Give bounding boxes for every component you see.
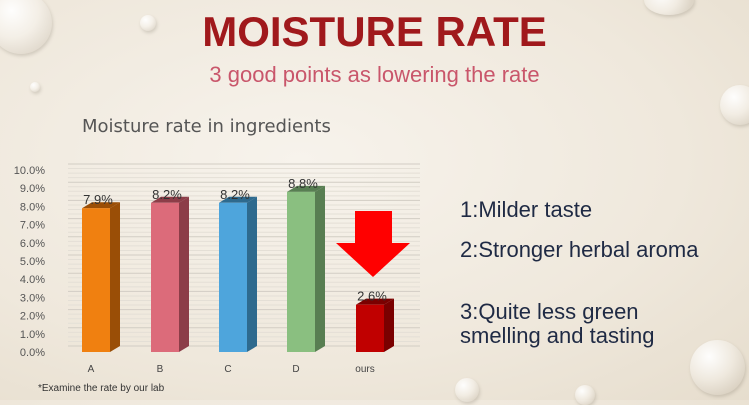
bar-side: [247, 196, 257, 352]
data-label: 7.9%: [83, 192, 113, 207]
y-tick-label: 6.0%: [20, 238, 45, 250]
down-arrow-icon: [336, 211, 410, 277]
y-tick-label: 10.0%: [14, 165, 45, 177]
bar-top: [151, 196, 189, 203]
y-tick-label: 3.0%: [20, 292, 45, 304]
bar-top: [287, 185, 325, 192]
water-droplet: [30, 82, 40, 92]
point-1: 1:Milder taste: [460, 197, 593, 222]
bar-side: [179, 196, 189, 352]
point-2: 2:Stronger herbal aroma: [460, 237, 699, 262]
y-tick-label: 7.0%: [20, 220, 45, 232]
data-label: 8.2%: [220, 187, 250, 202]
point-3: 3:Quite less green smelling and tasting: [460, 299, 655, 348]
y-tick-label: 4.0%: [20, 274, 45, 286]
bar-top: [356, 298, 394, 305]
bar: [219, 202, 247, 352]
category-label: A: [88, 364, 95, 375]
water-droplet: [690, 340, 745, 395]
footnote: *Examine the rate by our lab: [38, 383, 165, 394]
category-label: ours: [355, 364, 374, 375]
water-droplet: [644, 0, 694, 15]
category-label: C: [224, 364, 231, 375]
y-tick-label: 0.0%: [20, 347, 45, 359]
y-tick-label: 1.0%: [20, 329, 45, 341]
category-label: D: [292, 364, 299, 375]
bar: [82, 208, 110, 352]
bar-top: [82, 202, 120, 209]
water-droplet: [455, 378, 479, 402]
y-tick-label: 5.0%: [20, 256, 45, 268]
data-label: 2.6%: [357, 289, 387, 304]
water-droplet: [140, 15, 156, 31]
bar-side: [110, 202, 120, 352]
y-tick-label: 9.0%: [20, 183, 45, 195]
water-droplet: [720, 85, 749, 125]
data-label: 8.8%: [288, 176, 318, 191]
y-tick-label: 2.0%: [20, 311, 45, 323]
bar: [151, 202, 179, 352]
bar: [356, 304, 384, 352]
category-label: B: [157, 364, 164, 375]
bar-side: [315, 185, 325, 352]
chart-title: Moisture rate in ingredients: [82, 116, 331, 137]
bar-side: [384, 298, 394, 352]
bar: [287, 191, 315, 352]
y-tick-label: 8.0%: [20, 201, 45, 213]
slide-title: MOISTURE RATE: [202, 8, 547, 55]
data-label: 8.2%: [152, 187, 182, 202]
slide-subtitle: 3 good points as lowering the rate: [209, 62, 540, 87]
bar-top: [219, 196, 257, 203]
